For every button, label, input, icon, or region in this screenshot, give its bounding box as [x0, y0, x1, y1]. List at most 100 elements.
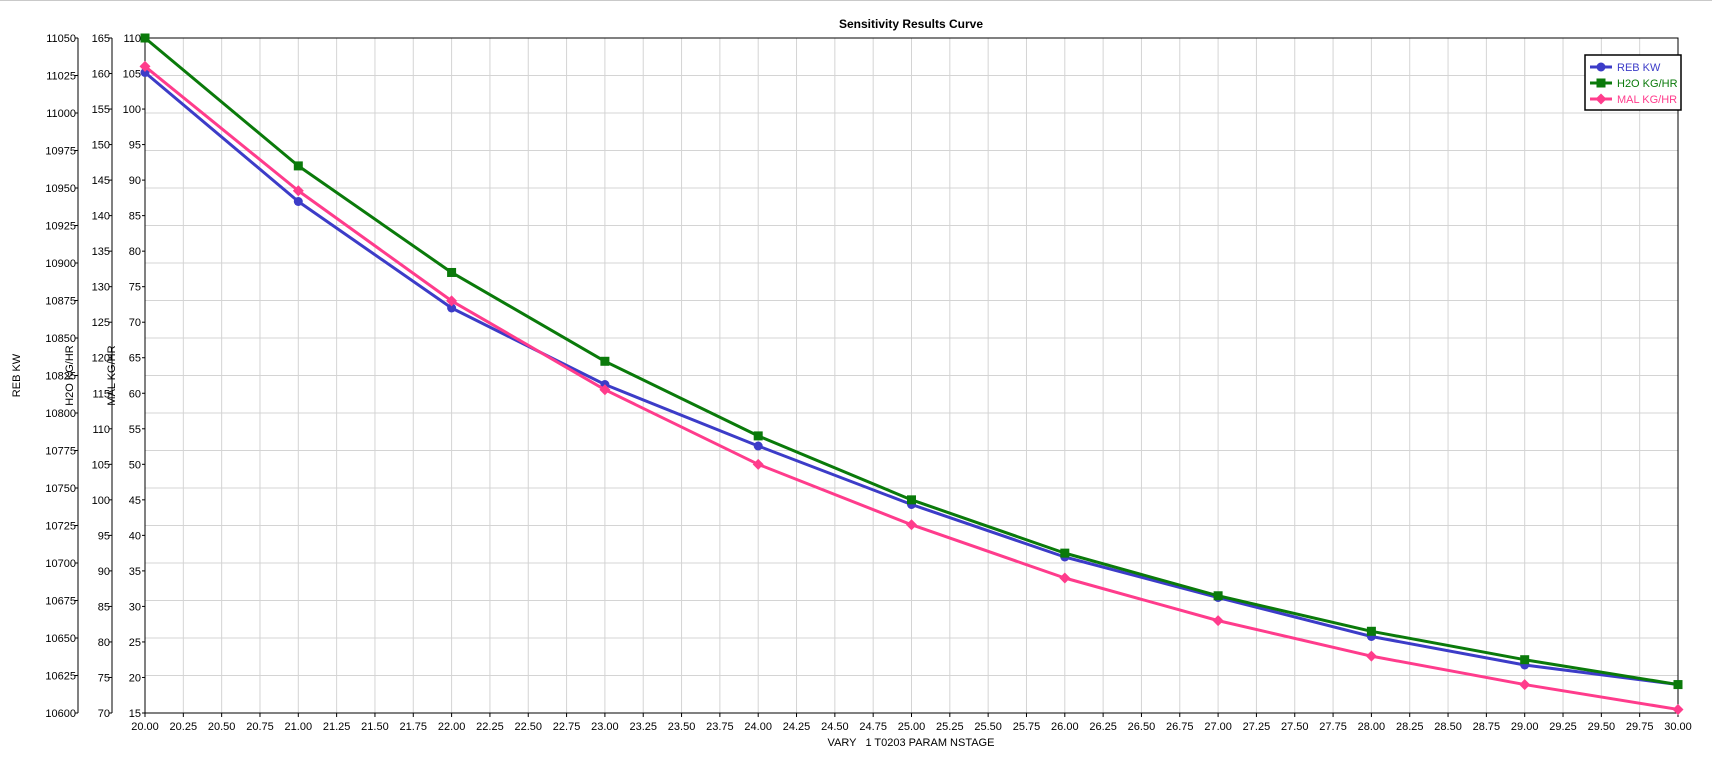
chart-title: Sensitivity Results Curve [839, 17, 983, 31]
mal-tick-label: 20 [129, 672, 141, 684]
data-point-reb [293, 197, 303, 206]
x-tick-label: 20.50 [208, 721, 236, 733]
x-tick-label: 23.00 [591, 721, 619, 733]
h2o-tick-label: 75 [98, 672, 110, 684]
h2o-tick-label: 95 [98, 530, 110, 542]
grid-lines [145, 38, 1678, 713]
x-tick-label: 26.00 [1051, 721, 1079, 733]
data-point-h2o [907, 495, 916, 505]
reb-tick-label: 10950 [45, 183, 76, 195]
data-point-mal [599, 384, 611, 396]
x-tick-label: 25.25 [936, 721, 964, 733]
mal-tick-label: 90 [129, 175, 141, 187]
data-point-mal [1519, 679, 1531, 691]
legend-label: H2O KG/HR [1617, 78, 1678, 90]
y-axes: 10600 10625 10650 10675 10700 10725 10750 10775… [11, 33, 146, 720]
x-tick-label: 23.25 [629, 721, 657, 733]
reb-tick-label: 10675 [45, 596, 76, 608]
h2o-tick-label: 160 [92, 69, 110, 81]
mal-tick-label: 55 [129, 424, 141, 436]
reb-tick-label: 10750 [45, 483, 76, 495]
mal-tick-label: 15 [129, 708, 141, 720]
h2o-tick-label: 100 [92, 495, 110, 507]
mal-tick-label: 35 [129, 566, 141, 578]
reb-tick-label: 10925 [45, 221, 76, 233]
data-point-h2o [600, 356, 610, 366]
x-tick-label: 20.75 [246, 721, 274, 733]
mal-tick-label: 110 [123, 33, 141, 45]
mal-tick-label: 75 [129, 282, 141, 294]
legend-label: MAL KG/HR [1617, 94, 1677, 106]
h2o-tick-label: 85 [98, 601, 110, 613]
h2o-axis-title: H2O KG/HR [64, 345, 76, 406]
reb-tick-label: 11000 [46, 108, 76, 120]
x-tick-label: 23.75 [706, 721, 734, 733]
x-tick-label: 29.25 [1549, 721, 1577, 733]
x-tick-label: 27.75 [1319, 721, 1347, 733]
mal-tick-label: 85 [129, 211, 141, 223]
data-point-mal [139, 60, 151, 72]
x-tick-label: 29.50 [1588, 721, 1616, 733]
legend-item: MAL KG/HR [1590, 93, 1677, 106]
x-tick-label: 25.50 [974, 721, 1002, 733]
x-tick-label: 21.50 [361, 721, 389, 733]
h2o-tick-label: 135 [92, 246, 110, 258]
legend-label: REB KW [1617, 62, 1661, 74]
h2o-tick-label: 105 [92, 459, 110, 471]
data-point-reb [447, 303, 457, 313]
mal-tick-label: 100 [123, 104, 141, 116]
x-tick-label: 28.00 [1358, 721, 1386, 733]
mal-tick-label: 45 [129, 495, 141, 507]
x-tick-label: 21.00 [285, 721, 313, 733]
h2o-tick-label: 70 [98, 708, 110, 720]
reb-tick-label: 10825 [45, 371, 76, 383]
reb-tick-label: 10800 [45, 408, 76, 420]
mal-tick-label: 70 [129, 317, 141, 329]
reb-tick-label: 10625 [45, 671, 76, 683]
reb-tick-label: 10900 [45, 258, 76, 270]
legend-item: H2O KG/HR [1590, 78, 1678, 90]
data-point-h2o [1060, 548, 1070, 558]
mal-tick-label: 50 [129, 459, 141, 471]
data-point-h2o [1366, 626, 1376, 636]
reb-tick-label: 10725 [45, 521, 76, 533]
reb-tick-label: 10650 [45, 633, 76, 645]
x-tick-label: 26.50 [1128, 721, 1156, 733]
x-tick-label: 21.75 [400, 721, 428, 733]
x-tick-label: 22.75 [553, 721, 581, 733]
x-tick-label: 20.00 [131, 721, 159, 733]
legend-swatch-marker [1595, 93, 1607, 105]
series-mal [139, 60, 1684, 715]
x-tick-label: 25.75 [1013, 721, 1041, 733]
mal-tick-label: 105 [123, 69, 141, 81]
x-tick-label: 27.25 [1243, 721, 1271, 733]
mal-tick-label: 25 [129, 637, 141, 649]
x-tick-label: 27.50 [1281, 721, 1309, 733]
reb-axis-title: REB KW [11, 353, 23, 397]
x-tick-label: 23.50 [668, 721, 696, 733]
x-tick-label: 28.25 [1396, 721, 1424, 733]
reb-tick-label: 10700 [45, 558, 76, 570]
data-point-mal [292, 185, 304, 197]
x-tick-label: 26.75 [1166, 721, 1194, 733]
reb-tick-label: 10875 [45, 296, 76, 308]
h2o-tick-label: 115 [92, 388, 110, 400]
x-tick-label: 24.50 [821, 721, 849, 733]
data-point-mal [1059, 572, 1071, 584]
data-point-h2o [1673, 680, 1683, 690]
h2o-tick-label: 165 [92, 33, 110, 45]
x-tick-label: 26.25 [1089, 721, 1117, 733]
data-point-mal [1365, 650, 1377, 662]
mal-tick-label: 65 [129, 353, 141, 365]
mal-tick-label: 40 [129, 530, 141, 542]
x-tick-label: 20.25 [170, 721, 198, 733]
reb-tick-label: 10600 [45, 708, 76, 720]
data-point-h2o [1213, 591, 1223, 601]
x-tick-label: 24.75 [859, 721, 887, 733]
x-tick-label: 25.00 [898, 721, 926, 733]
h2o-tick-label: 145 [92, 175, 110, 187]
mal-tick-label: 80 [129, 246, 141, 258]
mal-axis-title: MAL KG/HR [106, 345, 118, 405]
x-tick-label: 29.75 [1626, 721, 1654, 733]
